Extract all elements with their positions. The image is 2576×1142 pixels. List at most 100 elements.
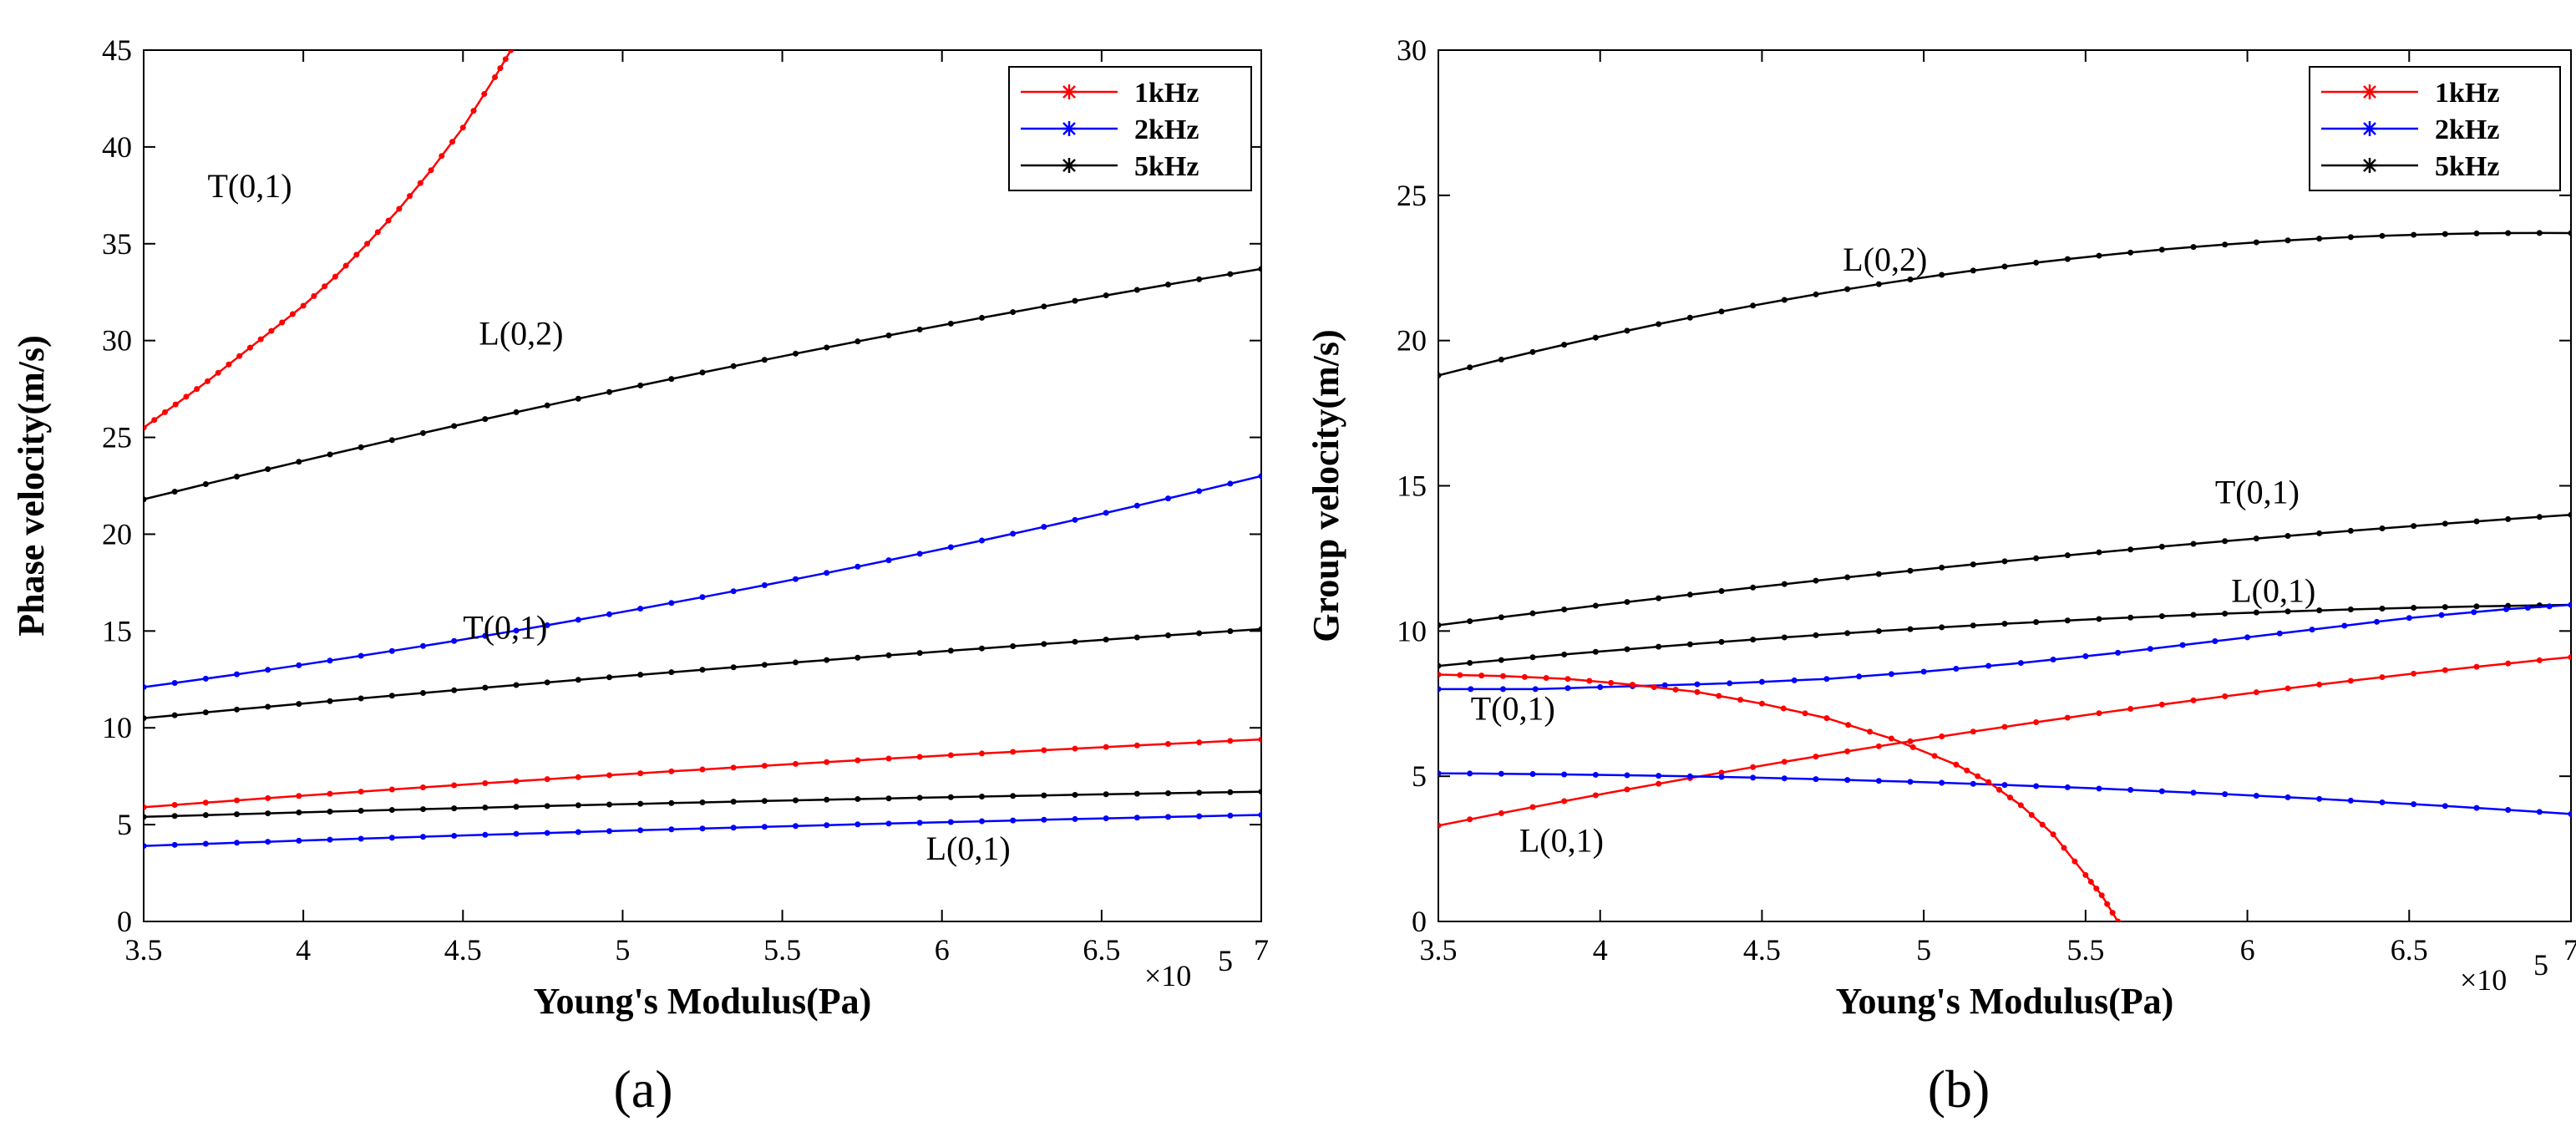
data-point	[1133, 742, 1140, 749]
data-point	[1716, 693, 1722, 699]
data-point	[204, 378, 210, 384]
data-point	[161, 409, 168, 415]
data-point	[1737, 697, 1744, 703]
data-point	[482, 831, 489, 838]
data-point	[388, 786, 395, 793]
data-point	[513, 830, 520, 837]
data-point	[824, 657, 830, 663]
curve-label: T(0,1)	[207, 167, 292, 205]
data-point	[1727, 680, 1733, 687]
data-point	[1844, 630, 1851, 637]
data-point	[793, 797, 799, 804]
data-point	[2284, 608, 2291, 615]
data-point	[451, 782, 458, 789]
data-point	[265, 794, 271, 801]
legend-marker	[1062, 122, 1076, 135]
data-point	[1133, 287, 1140, 293]
data-point	[2442, 231, 2448, 237]
data-point	[1010, 309, 1017, 316]
curve-label: L(0,1)	[2231, 572, 2315, 610]
data-point	[2442, 667, 2448, 673]
data-point	[1985, 779, 1992, 785]
data-point	[2442, 803, 2448, 810]
data-point	[1592, 602, 1599, 609]
data-point	[854, 654, 861, 661]
data-point	[793, 823, 799, 830]
data-point	[1543, 675, 1549, 682]
data-point	[1586, 678, 1593, 684]
data-point	[2104, 901, 2111, 907]
data-point	[226, 361, 232, 368]
data-point	[1041, 524, 1047, 530]
data-point	[1227, 789, 1234, 795]
data-point	[979, 750, 985, 757]
data-point	[979, 794, 985, 800]
data-point	[637, 672, 644, 678]
data-point	[2253, 792, 2259, 799]
y-axis-label: Phase velocity(m/s)	[11, 335, 52, 636]
data-point	[2284, 794, 2291, 800]
data-point	[451, 637, 458, 644]
data-point	[2001, 723, 2008, 730]
data-point	[854, 821, 861, 828]
data-point	[1072, 516, 1078, 523]
data-point	[1970, 780, 1976, 787]
data-point	[2127, 706, 2134, 713]
data-point	[2411, 523, 2417, 530]
data-point	[1750, 764, 1757, 770]
data-point	[357, 789, 364, 795]
data-point	[1258, 736, 1261, 743]
data-point	[2158, 246, 2165, 253]
y-axis-label: Group velocity(m/s)	[1306, 329, 1346, 642]
data-point	[2411, 605, 2417, 612]
data-point	[1196, 276, 1203, 282]
data-point	[2190, 244, 2197, 251]
data-point	[1624, 786, 1630, 793]
data-point	[357, 444, 364, 450]
data-point	[885, 755, 892, 762]
data-point	[2473, 230, 2480, 236]
data-point	[1561, 798, 1568, 804]
data-point	[1438, 372, 1442, 378]
data-point	[2244, 634, 2251, 641]
data-point	[202, 675, 209, 682]
data-point	[1258, 626, 1261, 632]
data-point	[2473, 663, 2480, 670]
data-point	[1629, 682, 1635, 688]
data-point	[2115, 649, 2122, 656]
data-point	[1823, 676, 1830, 683]
data-point	[2050, 831, 2056, 838]
x-axis-label: Young's Modulus(Pa)	[1836, 981, 2174, 1022]
data-point	[668, 799, 675, 806]
data-point	[417, 180, 423, 186]
data-point	[1041, 303, 1047, 310]
data-point	[1258, 266, 1261, 272]
data-point	[1010, 749, 1017, 755]
data-point	[151, 417, 158, 424]
curve-label: L(0,2)	[479, 314, 563, 352]
data-point	[606, 674, 612, 681]
data-point	[1920, 668, 1927, 675]
data-point	[144, 715, 147, 722]
legend-label: 1kHz	[2435, 78, 2499, 109]
data-point	[1165, 495, 1171, 502]
data-point	[1196, 813, 1203, 820]
y-tick-label: 25	[1397, 179, 1427, 212]
data-point	[1529, 610, 1536, 617]
data-point	[1438, 671, 1442, 678]
data-point	[2505, 230, 2512, 236]
data-point	[1103, 292, 1109, 299]
data-point	[1970, 622, 1976, 629]
data-point	[2505, 515, 2512, 522]
data-point	[1529, 348, 1536, 355]
data-point	[144, 424, 147, 431]
legend-marker	[2363, 85, 2376, 99]
data-point	[357, 808, 364, 815]
data-point	[1781, 634, 1787, 641]
data-point	[1467, 364, 1473, 371]
data-point	[575, 677, 581, 683]
data-point	[2347, 527, 2354, 534]
data-point	[2473, 518, 2480, 525]
data-point	[296, 793, 302, 799]
x-tick-label: 7	[2563, 933, 2576, 967]
